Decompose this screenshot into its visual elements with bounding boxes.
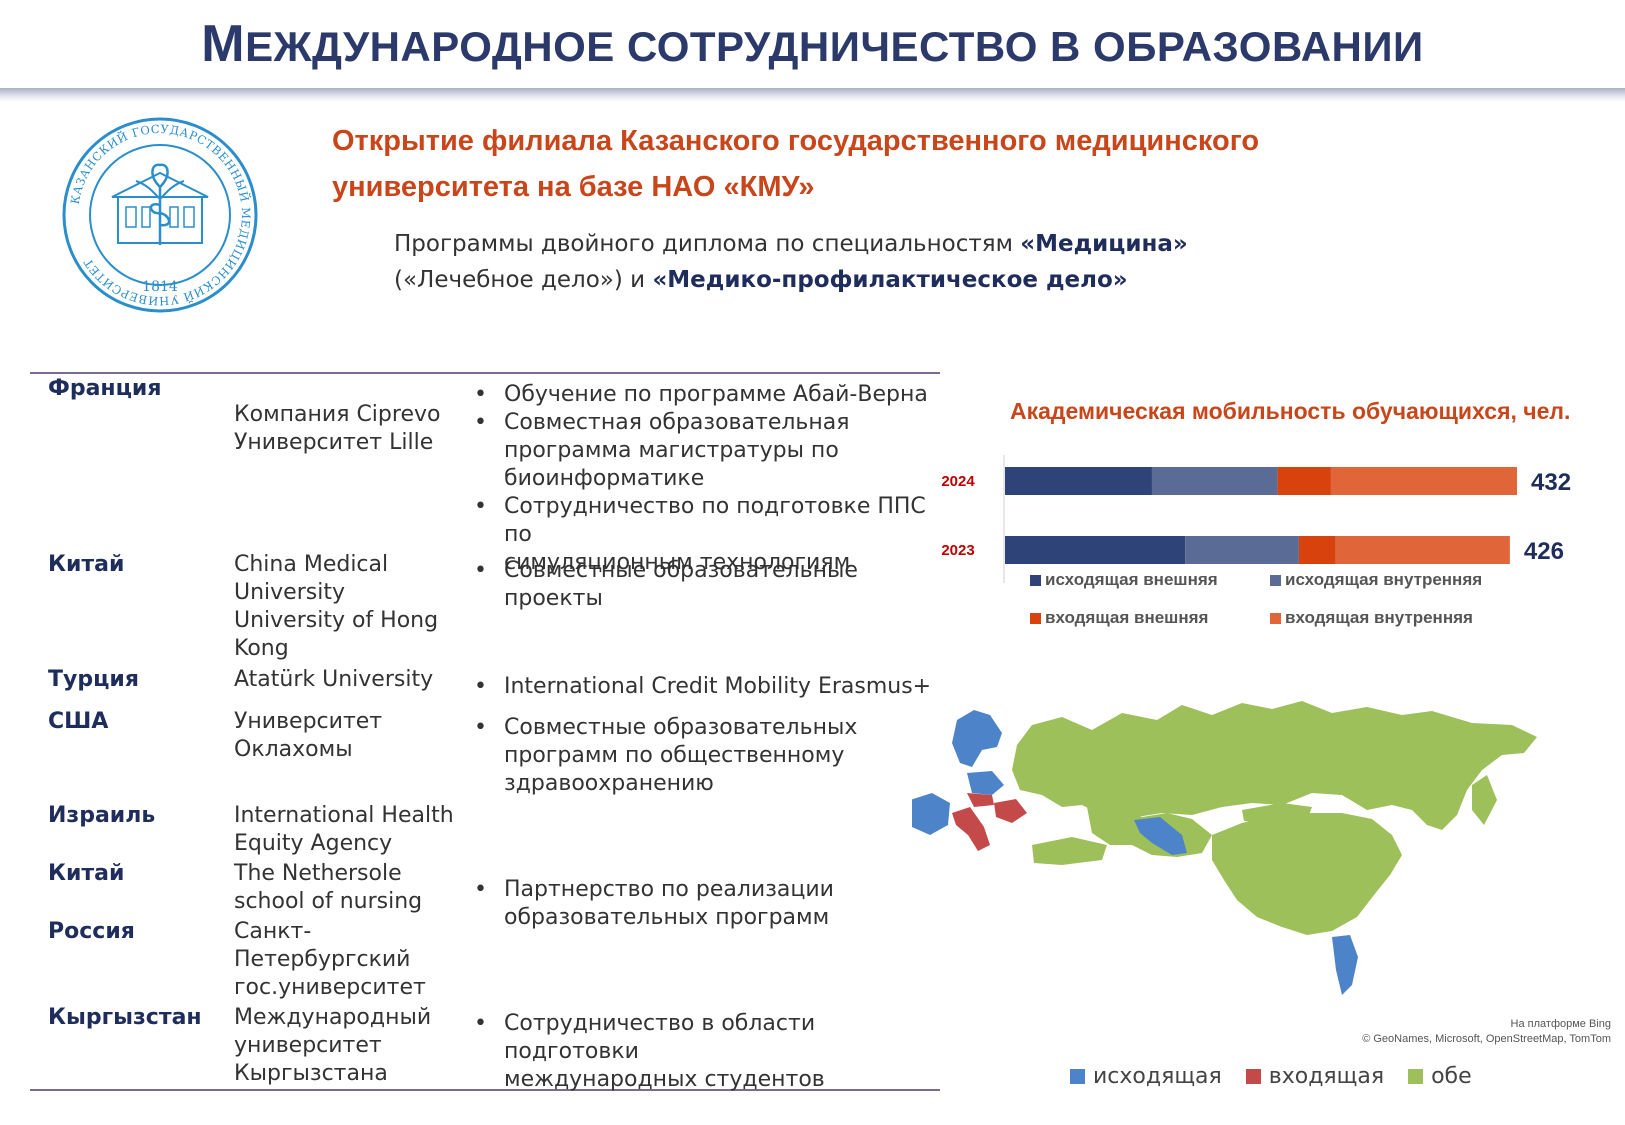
page-title: МЕЖДУНАРОДНОЕ СОТРУДНИЧЕСТВО В ОБРАЗОВАН… (201, 15, 1424, 73)
table-top-rule (30, 372, 940, 374)
chart-legend-label: входящая внутренняя (1285, 608, 1473, 627)
map-region-balkans (967, 793, 994, 807)
map-region-scandinavia (952, 710, 1002, 767)
svg-text:1814: 1814 (142, 279, 178, 295)
map-region-south-asia (1134, 817, 1187, 855)
chart-bar-segment (1151, 467, 1278, 495)
map-region-central-europe (967, 771, 1004, 795)
partner-russia: Санкт- Петербургский гос.университет (234, 919, 426, 1000)
chart-legend-label: исходящая внешняя (1045, 570, 1218, 589)
country-china-2: Китай (48, 861, 125, 886)
legend-swatch (1070, 1069, 1085, 1084)
chart-title: Академическая мобильность обучающихся, ч… (1010, 398, 1571, 424)
chart-legend-swatch (1030, 613, 1041, 624)
partner-usa: Университет Оклахомы (234, 709, 383, 762)
map-region-russia (1012, 701, 1537, 830)
map-region-mongolia (1242, 803, 1312, 823)
branch-opening-headline: Открытие филиала Казанского государствен… (332, 125, 1260, 203)
map-region-thailand (1332, 935, 1358, 995)
map-region-romania (994, 799, 1027, 823)
title-divider (0, 88, 1625, 102)
map-region-kamchatka (1472, 775, 1497, 825)
chart-total-label: 432 (1531, 469, 1571, 496)
list-item: International Credit Mobility Erasmus+ (474, 673, 934, 701)
map-legend-item: исходящая (1070, 1064, 1222, 1089)
partner-france: Компания Ciprevo Университет Lille (234, 402, 441, 455)
country-china: Китай (48, 552, 125, 577)
chart-bar-segment (1005, 536, 1186, 564)
partner-kyrgyzstan: Международный университет Кыргызстана (234, 1005, 432, 1086)
map-region-china (1212, 813, 1402, 935)
country-kyrgyzstan: Кыргызстан (48, 1005, 202, 1030)
chart-bar-segment (1277, 467, 1331, 495)
desc-partnership: Партнерство по реализацииобразовательных… (474, 876, 934, 932)
country-israel: Израиль (48, 803, 156, 828)
chart-bar-segment (1005, 467, 1152, 495)
partner-china-2: The Nethersole school of nursing (234, 861, 423, 914)
desc-france: Обучение по программе Абай-Верна Совмест… (474, 381, 934, 577)
university-seal-logo: КАЗАНСКИЙ ГОСУДАРСТВЕННЫЙ МЕДИЦИНСКИЙ УН… (60, 115, 260, 315)
desc-turkey: International Credit Mobility Erasmus+ (474, 673, 934, 701)
world-map-mobility (912, 701, 1537, 995)
desc-china: Совместные образовательные проекты (474, 557, 934, 613)
country-turkey: Турция (48, 667, 139, 692)
chart-category-label: 2023 (941, 542, 974, 559)
chart-bar-segment (1335, 536, 1510, 564)
country-usa: США (48, 709, 109, 734)
list-item: Совместные образовательные проекты (474, 557, 934, 613)
map-legend: исходящая входящая обе (1070, 1064, 1472, 1089)
list-item: Партнерство по реализацииобразовательных… (474, 876, 934, 932)
chart-category-label: 2024 (941, 473, 975, 490)
double-degree-description: Программы двойного диплома по специально… (394, 231, 1188, 293)
country-france: Франция (48, 376, 162, 401)
map-legend-item: входящая (1245, 1064, 1384, 1089)
partner-china: China Medical University University of Hon… (234, 552, 439, 661)
partner-turkey: Atatürk University (234, 667, 434, 692)
chart-legend-swatch (1030, 575, 1041, 586)
legend-swatch (1408, 1069, 1424, 1084)
chart-bar-segment (1185, 536, 1299, 564)
list-item: Сотрудничество в области подготовкимежду… (474, 1010, 934, 1094)
chart-bar-segment (1298, 536, 1336, 564)
list-item: Обучение по программе Абай-Верна (474, 381, 934, 409)
chart-legend-label: исходящая внутренняя (1285, 570, 1482, 589)
map-region-turkey (1032, 837, 1107, 865)
map-region-france (912, 793, 950, 835)
partner-israel: International Health Equity Agency (234, 803, 454, 856)
map-attribution-sources: © GeoNames, Microsoft, OpenStreetMap, To… (1362, 1033, 1611, 1045)
chart-total-label: 426 (1524, 538, 1564, 565)
mobility-stacked-bar-chart: 2024 432 2023 426 исходящая внешняя исходящая… (941, 455, 1571, 627)
chart-legend-label: входящая внешняя (1045, 608, 1208, 627)
chart-bar-segment (1330, 467, 1517, 495)
map-attribution-platform: На платформе Bing (1510, 1018, 1611, 1030)
desc-kyrgyzstan: Сотрудничество в области подготовкимежду… (474, 1010, 934, 1094)
legend-swatch (1245, 1069, 1261, 1084)
chart-legend-swatch (1270, 575, 1281, 586)
country-russia: Россия (48, 919, 135, 944)
chart-legend-swatch (1270, 613, 1281, 624)
map-region-italy (952, 807, 990, 851)
map-legend-item: обе (1408, 1064, 1472, 1089)
